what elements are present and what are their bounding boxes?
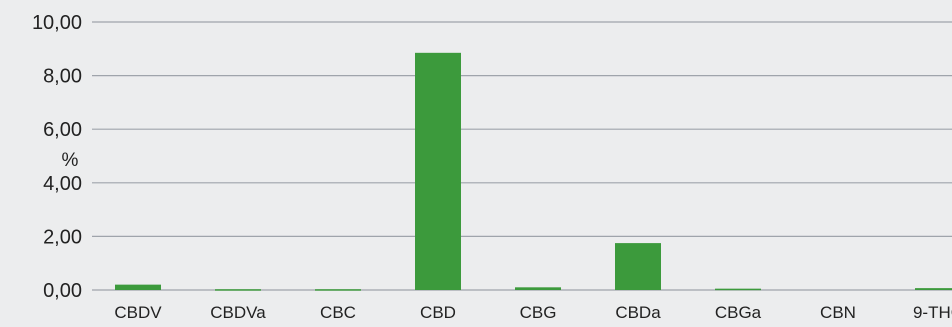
y-tick-label: 2,00 <box>43 226 82 248</box>
x-tick-label: 9-THC <box>913 303 952 322</box>
x-tick-label: CBGa <box>715 303 762 322</box>
x-tick-label: CBDa <box>615 303 661 322</box>
bar-9-thc <box>915 288 952 290</box>
x-tick-label: CBN <box>820 303 856 322</box>
x-tick-label: CBG <box>520 303 557 322</box>
y-tick-label: 8,00 <box>43 66 82 88</box>
bar-cbg <box>515 287 561 290</box>
y-axis-unit-label: % <box>62 150 79 171</box>
bar-cbdva <box>215 289 261 291</box>
x-tick-label: CBDVa <box>210 303 266 322</box>
y-tick-label: 4,00 <box>43 173 82 195</box>
y-axis-ticks: 0,00 2,00 4,00 6,00 8,00 10,00 <box>32 12 82 302</box>
bar-cbc <box>315 289 361 291</box>
bar-cbga <box>715 288 761 291</box>
y-tick-label: 6,00 <box>43 119 82 141</box>
bar-cbda <box>615 243 661 290</box>
x-tick-label: CBC <box>320 303 356 322</box>
y-tick-label: 0,00 <box>43 280 82 302</box>
x-tick-label: CBDV <box>114 303 162 322</box>
y-tick-label: 10,00 <box>32 12 82 34</box>
bar-cbdv <box>115 284 161 290</box>
x-tick-label: CBD <box>420 303 456 322</box>
gridlines <box>92 21 952 291</box>
bar-cbd <box>415 52 461 290</box>
bars <box>115 52 952 291</box>
x-axis-labels: CBDV CBDVa CBC CBD CBG CBDa CBGa CBN 9-THC <box>114 303 952 322</box>
